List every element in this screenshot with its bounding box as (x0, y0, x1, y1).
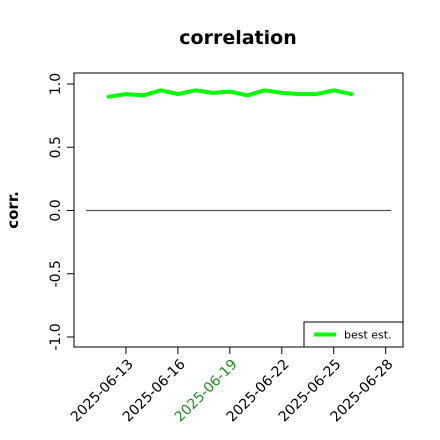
y-tick-label: 0.5 (48, 136, 64, 158)
plot-area (86, 88, 391, 212)
series-line-best-est (106, 88, 354, 99)
legend: best est. (303, 321, 404, 348)
x-axis: 2025-06-132025-06-162025-06-192025-06-22… (68, 347, 397, 425)
chart-title: correlation (179, 27, 296, 49)
y-axis: -1.0 -0.5 0.0 0.5 1.0 (48, 73, 74, 351)
y-tick-label: -0.5 (48, 260, 64, 287)
y-tick-label: 0.0 (48, 199, 64, 221)
legend-label: best est. (344, 329, 392, 342)
y-tick-label: 1.0 (48, 73, 64, 95)
y-axis-label: corr. (4, 191, 22, 229)
y-tick-label: -1.0 (48, 323, 64, 350)
